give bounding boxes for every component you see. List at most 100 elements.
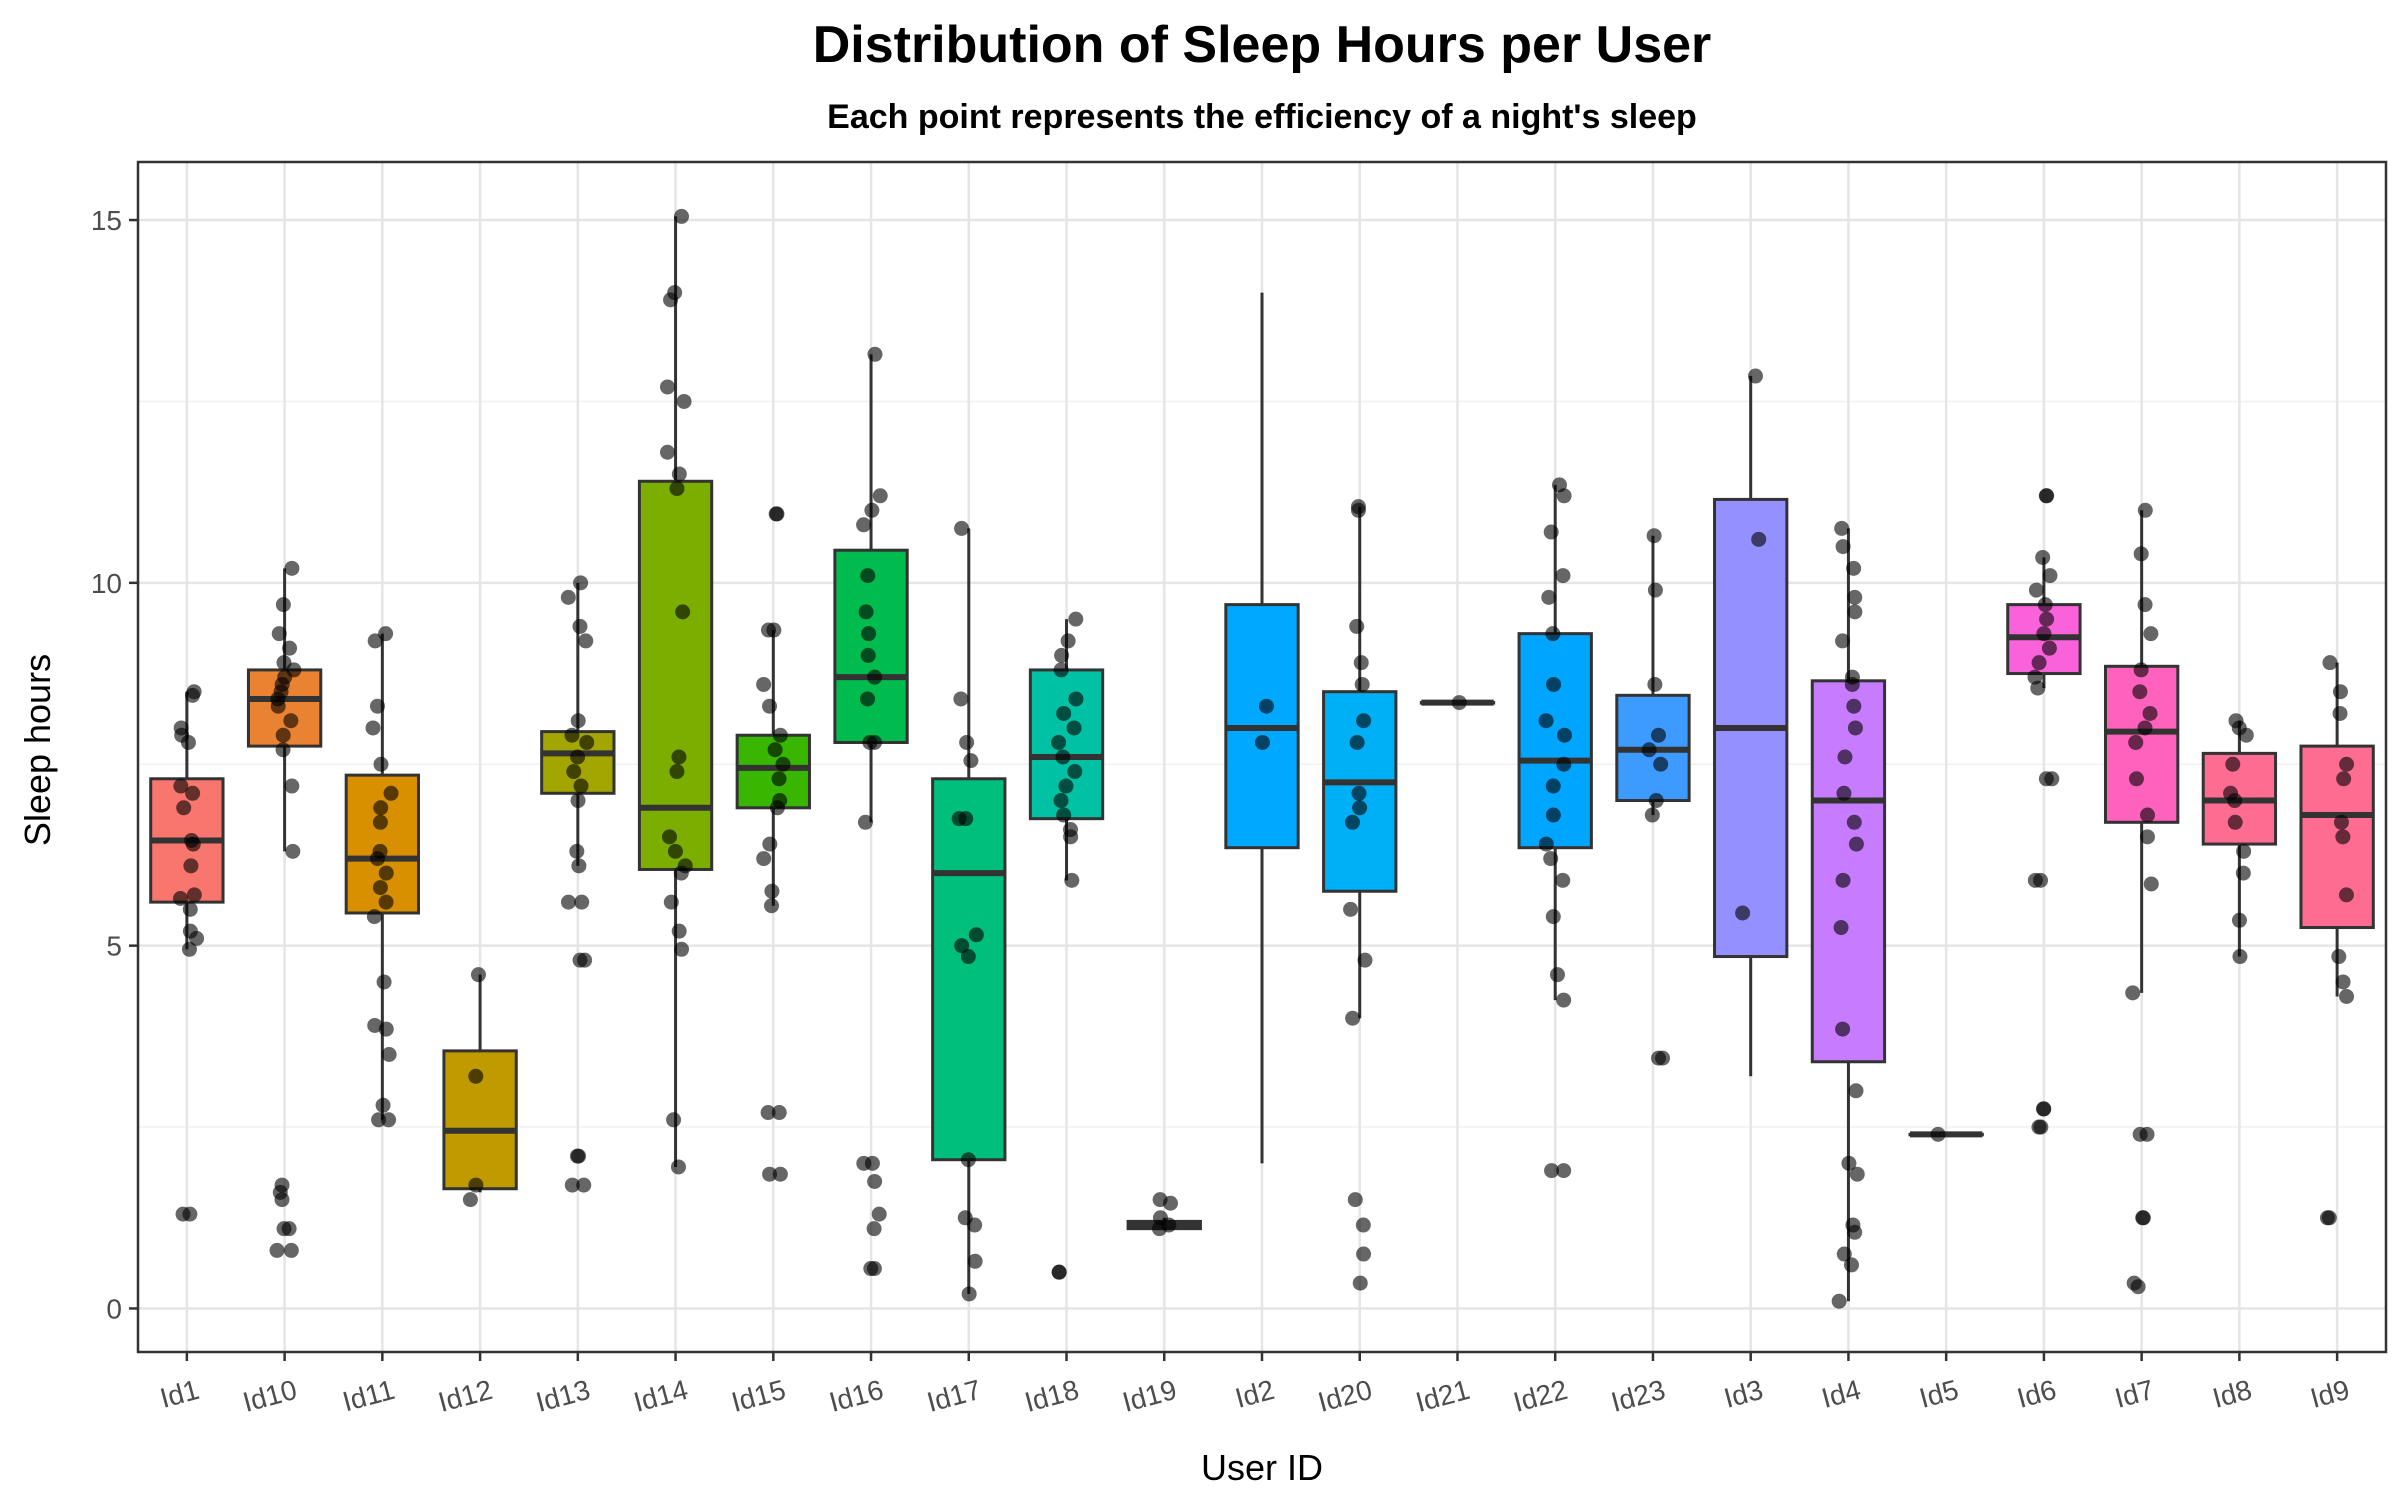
data-point	[1546, 676, 1562, 692]
data-point	[1545, 909, 1561, 925]
data-point	[378, 894, 394, 910]
data-point	[1847, 720, 1863, 736]
data-point	[468, 1068, 484, 1084]
data-point	[860, 568, 876, 584]
data-point	[185, 785, 201, 801]
data-point	[1557, 727, 1573, 743]
data-point	[2228, 713, 2244, 729]
data-point	[269, 1242, 285, 1258]
data-point	[959, 734, 975, 750]
data-point	[867, 1173, 883, 1189]
x-tick-label: Id15	[728, 1374, 789, 1418]
data-point	[1545, 807, 1561, 823]
data-point	[860, 647, 876, 663]
data-point	[857, 814, 873, 830]
data-point	[571, 1148, 587, 1164]
data-point	[2227, 814, 2243, 830]
data-point	[1556, 756, 1572, 772]
x-axis-title: User ID	[1201, 1447, 1323, 1488]
data-point	[861, 626, 877, 642]
data-point	[2235, 865, 2251, 881]
data-point	[1258, 698, 1274, 714]
data-point	[378, 626, 394, 642]
data-point	[1349, 618, 1365, 634]
x-tick-label: Id20	[1315, 1374, 1376, 1418]
data-point	[1834, 520, 1850, 536]
chart-subtitle: Each point represents the efficiency of …	[827, 98, 1697, 136]
data-point	[365, 720, 381, 736]
data-point	[1353, 655, 1369, 671]
data-point	[1051, 1264, 1067, 1280]
data-point	[560, 894, 576, 910]
data-point	[2041, 640, 2057, 656]
data-point	[675, 604, 691, 620]
data-point	[864, 502, 880, 518]
data-point	[182, 901, 198, 917]
data-point	[669, 481, 685, 497]
x-tick-label: Id12	[435, 1374, 496, 1418]
x-tick-label: Id13	[533, 1374, 594, 1418]
data-point	[1651, 1050, 1667, 1066]
data-point	[1650, 727, 1666, 743]
box-id4	[1810, 679, 1887, 1064]
data-point	[383, 785, 399, 801]
data-point	[1848, 1083, 1864, 1099]
data-point	[864, 1155, 880, 1171]
data-point	[378, 1021, 394, 1037]
y-tick-label: 5	[106, 931, 122, 962]
data-point	[1835, 872, 1851, 888]
data-point	[2143, 626, 2159, 642]
data-point	[1068, 691, 1084, 707]
data-point	[1538, 836, 1554, 852]
data-point	[566, 764, 582, 780]
data-point	[281, 1221, 297, 1237]
data-point	[772, 793, 788, 809]
data-point	[372, 814, 388, 830]
data-point	[671, 749, 687, 765]
x-tick-label: Id21	[1412, 1374, 1473, 1418]
data-point	[1543, 851, 1559, 867]
data-point	[1846, 814, 1862, 830]
data-point	[560, 589, 576, 605]
data-point	[961, 1286, 977, 1302]
data-point	[2039, 611, 2055, 627]
data-point	[175, 1206, 191, 1222]
x-tick-label: Id14	[630, 1374, 691, 1418]
data-point	[1549, 967, 1565, 983]
data-point	[2137, 720, 2153, 736]
data-point	[953, 691, 969, 707]
data-point	[1833, 920, 1849, 936]
data-point	[968, 927, 984, 943]
data-point	[2321, 1210, 2337, 1226]
data-point	[2336, 771, 2352, 787]
data-point	[579, 734, 595, 750]
data-point	[1053, 793, 1069, 809]
data-point	[1647, 676, 1663, 692]
data-point	[572, 952, 588, 968]
data-point	[1053, 662, 1069, 678]
data-point	[762, 836, 778, 852]
x-tick-label: Id17	[924, 1374, 985, 1418]
x-tick-label: Id22	[1510, 1374, 1571, 1418]
data-point	[570, 713, 586, 729]
data-point	[372, 843, 388, 859]
x-tick-label: Id8	[2209, 1374, 2255, 1414]
data-point	[184, 832, 200, 848]
box-id17	[931, 777, 1007, 1162]
data-point	[662, 829, 678, 845]
data-point	[670, 1159, 686, 1175]
data-point	[2133, 546, 2149, 562]
data-point	[2338, 887, 2354, 903]
data-point	[2335, 974, 2351, 990]
data-point	[1545, 626, 1561, 642]
data-point	[1056, 807, 1072, 823]
data-point	[1735, 905, 1751, 921]
data-point	[2128, 771, 2144, 787]
x-tick-label: Id7	[2112, 1374, 2158, 1414]
data-point	[1844, 669, 1860, 685]
data-point	[271, 626, 287, 642]
data-point	[1345, 1010, 1361, 1026]
data-point	[762, 698, 778, 714]
data-point	[676, 393, 692, 409]
